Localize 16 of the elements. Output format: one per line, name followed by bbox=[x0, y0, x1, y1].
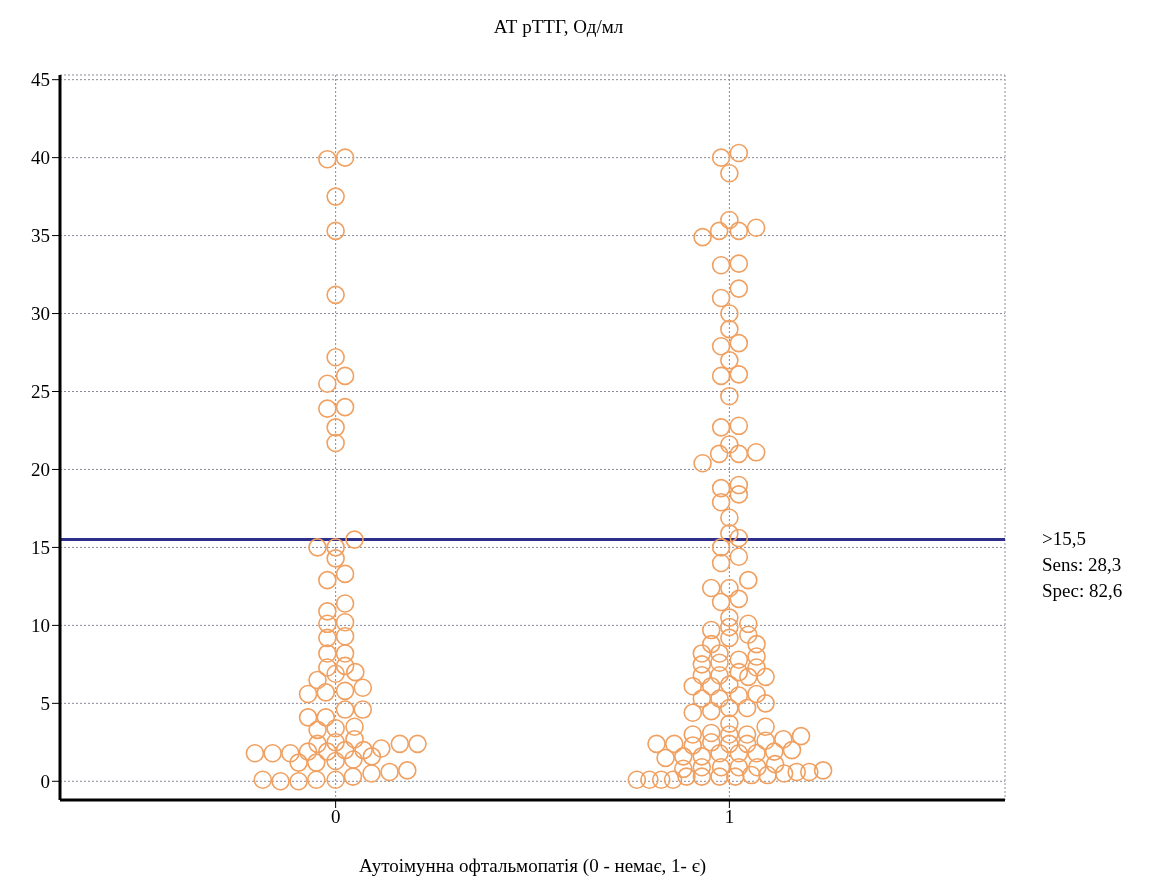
ref-line-label: >15,5 bbox=[1042, 527, 1086, 549]
text: Sens: 28,3 bbox=[1042, 553, 1122, 575]
y-tick-label: 10 bbox=[31, 615, 50, 637]
y-tick-label: 15 bbox=[31, 537, 50, 559]
y-tick-label: 35 bbox=[31, 225, 50, 247]
y-tick-label: 25 bbox=[31, 381, 50, 403]
y-tick-label: 40 bbox=[31, 147, 50, 169]
y-tick-label: 30 bbox=[31, 303, 50, 325]
x-axis-title: Аутоімунна офтальмопатія (0 - немає, 1- є) bbox=[358, 855, 707, 877]
chart-title: АТ рТТГ, Од/мл bbox=[492, 16, 625, 38]
y-tick-label: 45 bbox=[31, 69, 50, 91]
y-tick-label: 20 bbox=[31, 459, 50, 481]
x-tick-label: 1 bbox=[724, 806, 735, 828]
y-tick-label: 5 bbox=[40, 693, 50, 715]
text: Spec: 82,6 bbox=[1042, 579, 1123, 601]
y-tick-label: 0 bbox=[40, 771, 50, 793]
